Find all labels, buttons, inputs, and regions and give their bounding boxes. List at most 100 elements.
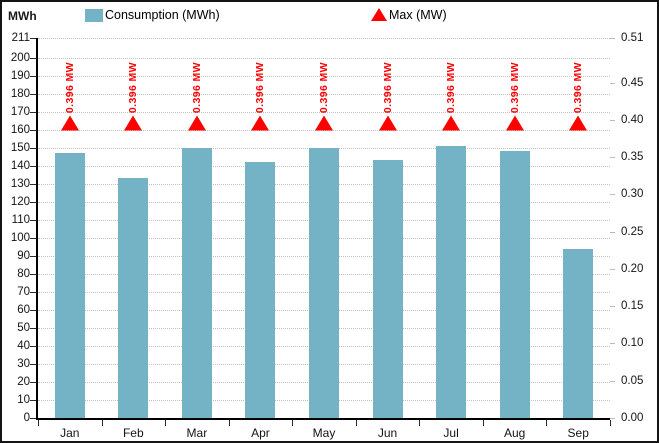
left-axis-tick: [30, 309, 36, 311]
max-triangle-marker: [60, 115, 79, 131]
left-axis-tick: [30, 291, 36, 293]
left-axis-tick: [30, 165, 36, 167]
gridline: [38, 57, 610, 59]
gridline: [38, 75, 610, 77]
right-axis-tick: [610, 157, 615, 159]
gridline: [38, 93, 610, 95]
left-axis-tick-label: 80: [17, 267, 30, 280]
consumption-bar: [118, 178, 149, 418]
left-axis-tick: [30, 219, 36, 221]
legend-item-consumption: Consumption (MWh): [85, 8, 220, 22]
category-column-jul: 0.396 MW Jul: [419, 38, 483, 440]
bottom-axis-tick: [355, 420, 357, 426]
legend-max-label: Max (MW): [389, 8, 447, 22]
left-axis-tick: [30, 183, 36, 185]
category-column-sep: 0.396 MW Sep: [546, 38, 610, 440]
consumption-bar: [308, 147, 339, 418]
consumption-swatch-icon: [85, 8, 103, 22]
bottom-axis-tick: [165, 420, 167, 426]
right-axis-tick-label: 0.05: [621, 374, 644, 387]
right-axis-tick-label: 0.20: [621, 262, 644, 275]
left-axis-tick-label: 130: [10, 177, 30, 190]
left-axis-tick: [30, 418, 36, 419]
right-axis-tick-label: 0.25: [621, 225, 644, 238]
bottom-axis-tick: [546, 420, 548, 426]
x-axis-category-label: Mar: [186, 426, 208, 440]
max-triangle-marker: [314, 115, 333, 131]
left-axis-tick: [30, 399, 36, 401]
left-axis-tick-label: 40: [17, 339, 30, 352]
left-axis-tick: [30, 237, 36, 239]
right-axis-tick: [610, 194, 615, 196]
max-triangle-marker: [187, 115, 206, 131]
left-axis-tick: [30, 129, 36, 131]
right-axis-tick: [610, 418, 615, 419]
category-column-may: 0.396 MW May: [292, 38, 356, 440]
max-point-label: 0.396 MW: [63, 61, 76, 113]
max-triangle-icon: [371, 7, 387, 21]
consumption-bar: [54, 153, 85, 418]
bottom-axis-line: [36, 418, 610, 420]
left-axis-tick-label: 150: [10, 141, 30, 154]
x-axis-category-label: Jul: [443, 426, 459, 440]
x-axis-category-label: Aug: [503, 426, 526, 440]
max-point-label: 0.396 MW: [381, 61, 394, 113]
right-axis-tick-label: 0.35: [621, 151, 644, 164]
right-axis-tick-label: 0.45: [621, 76, 644, 89]
right-axis-tick-label: 0.30: [621, 188, 644, 201]
left-axis-tick: [30, 273, 36, 275]
max-triangle-marker: [251, 115, 270, 131]
left-axis-tick: [30, 363, 36, 365]
x-axis-category-label: May: [312, 426, 336, 440]
consumption-bar: [372, 160, 403, 418]
left-axis-tick: [30, 381, 36, 383]
left-axis-tick-label: 200: [10, 51, 30, 64]
left-axis-tick-label: 110: [11, 213, 30, 226]
right-axis-tick: [610, 268, 615, 270]
consumption-bar: [436, 146, 467, 418]
left-axis-tick: [30, 327, 36, 329]
category-column-feb: 0.396 MW Feb: [102, 38, 166, 440]
gridline: [38, 38, 610, 39]
left-axis-tick-label: 60: [17, 303, 30, 316]
consumption-bar: [563, 248, 594, 418]
plot-area: 211 200 190 180 170 160 150 140 130 120 110 100 90 80…: [11, 32, 644, 440]
left-axis-tick-label: 70: [17, 285, 30, 298]
right-axis-tick-label: 0.10: [621, 337, 644, 350]
bottom-axis-tick: [292, 420, 294, 426]
category-column-aug: 0.396 MW Aug: [483, 38, 547, 440]
max-point-label: 0.396 MW: [190, 61, 203, 113]
bottom-axis-tick: [228, 420, 230, 426]
left-axis-tick-label: 160: [10, 123, 30, 136]
right-axis-tick: [610, 306, 615, 308]
left-axis-tick: [30, 57, 36, 59]
right-axis-tick: [610, 343, 615, 345]
left-axis-tick-label: 180: [10, 87, 30, 100]
max-point-label: 0.396 MW: [572, 61, 585, 113]
max-point-label: 0.396 MW: [254, 61, 267, 113]
left-axis-tick-label: 211: [11, 32, 30, 44]
right-axis-tick-label: 0.51: [621, 32, 644, 44]
max-point-label: 0.396 MW: [445, 61, 458, 113]
right-axis-tick: [610, 119, 615, 121]
category-column-apr: 0.396 MW Apr: [229, 38, 293, 440]
bottom-axis-tick: [610, 420, 611, 426]
bottom-axis-tick: [419, 420, 421, 426]
left-axis-tick-label: 120: [10, 195, 30, 208]
right-axis-tick-label: 0.40: [621, 113, 644, 126]
right-axis-tick: [610, 38, 615, 39]
left-axis-tick-label: 0: [23, 412, 30, 424]
max-triangle-marker: [124, 115, 143, 131]
max-point-label: 0.396 MW: [508, 61, 521, 113]
left-axis-tick: [30, 93, 36, 95]
left-axis-tick: [30, 75, 36, 77]
bottom-axis-tick: [482, 420, 484, 426]
left-axis-tick: [30, 345, 36, 347]
consumption-bar: [181, 147, 212, 418]
left-axis-tick-label: 30: [17, 357, 30, 370]
left-axis-tick: [30, 38, 36, 39]
category-column-mar: 0.396 MW Mar: [165, 38, 229, 440]
left-axis-tick: [30, 201, 36, 203]
